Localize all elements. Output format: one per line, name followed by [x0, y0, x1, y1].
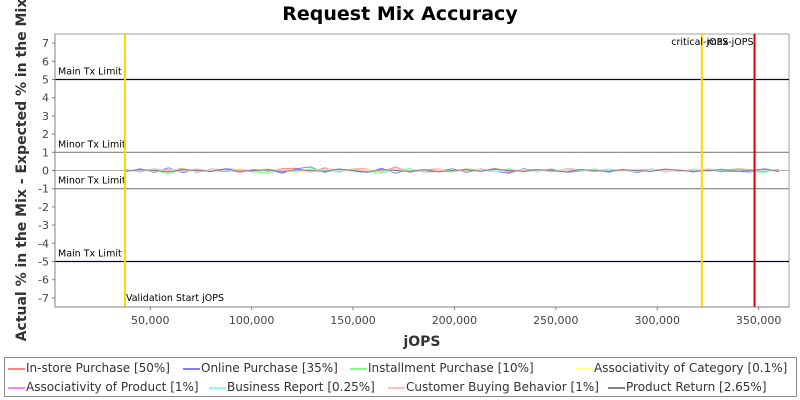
- y-tick-label: 3: [42, 110, 49, 123]
- chart-title: Request Mix Accuracy: [282, 3, 518, 25]
- legend: In-store Purchase [50%] Online Purchase […: [4, 357, 797, 397]
- x-tick-label: 150,000: [330, 314, 376, 327]
- x-tick-label: 100,000: [229, 314, 275, 327]
- x-tick-label: 250,000: [533, 314, 579, 327]
- y-tick-label: -5: [38, 256, 49, 269]
- legend-swatch: [388, 387, 405, 389]
- y-tick-label: -3: [38, 219, 49, 232]
- y-tick-label: 5: [42, 74, 49, 87]
- legend-label: Associativity of Product [1%]: [26, 380, 199, 394]
- marker-label: Validation Start jOPS: [126, 293, 224, 304]
- legend-label: Product Return [2.65%]: [626, 380, 767, 394]
- y-tick-label: -1: [38, 183, 49, 196]
- x-tick-label: 300,000: [634, 314, 680, 327]
- x-axis-label: jOPS: [402, 334, 440, 350]
- limit-label: Main Tx Limit: [58, 249, 122, 260]
- y-tick-label: 0: [42, 165, 49, 178]
- limit-label: Minor Tx Limit: [58, 139, 126, 150]
- y-tick-label: 6: [42, 55, 49, 68]
- legend-swatch: [209, 387, 226, 389]
- y-tick-label: 1: [42, 146, 49, 159]
- limit-label: Minor Tx Limit: [58, 176, 126, 187]
- legend-swatch: [350, 368, 367, 370]
- marker-label: max-jOPS: [708, 37, 754, 48]
- y-tick-label: -6: [38, 274, 49, 287]
- legend-swatch: [183, 368, 200, 370]
- legend-swatch: [8, 368, 25, 370]
- series-line: [125, 168, 779, 173]
- legend-swatch: [576, 368, 593, 370]
- vertical-markers: Validation Start jOPS critical-jOPSmax-jO…: [123, 34, 756, 307]
- y-tick-label: 7: [42, 37, 49, 50]
- y-tick-label: 2: [42, 128, 49, 141]
- marker-label: critical-jOPS: [671, 37, 728, 48]
- y-tick-label: -2: [38, 201, 49, 214]
- legend-label: Business Report [0.25%]: [227, 380, 375, 394]
- y-axis-label: Actual % in the Mix - Expected % in the …: [14, 0, 30, 341]
- legend-label: Associativity of Category [0.1%]: [594, 361, 788, 375]
- legend-label: In-store Purchase [50%]: [26, 361, 170, 375]
- legend-label: Online Purchase [35%]: [201, 361, 338, 375]
- series-lines: [125, 166, 780, 175]
- x-tick-label: 350,000: [736, 314, 782, 327]
- y-tick-label: -7: [38, 292, 49, 305]
- legend-swatch: [608, 387, 625, 389]
- axes: -7 -6 -5 -4 -3 -2 -1 0 1 2 3 4 5 6 7 50,000 100,000 150,0…: [38, 34, 789, 327]
- x-tick-label: 50,000: [131, 314, 170, 327]
- y-tick-label: 4: [42, 92, 49, 105]
- y-tick-label: -4: [38, 237, 49, 250]
- legend-swatch: [8, 387, 25, 389]
- legend-label: Installment Purchase [10%]: [368, 361, 534, 375]
- legend-label: Customer Buying Behavior [1%]: [406, 380, 599, 394]
- x-tick-label: 200,000: [432, 314, 478, 327]
- limit-label: Main Tx Limit: [58, 67, 122, 78]
